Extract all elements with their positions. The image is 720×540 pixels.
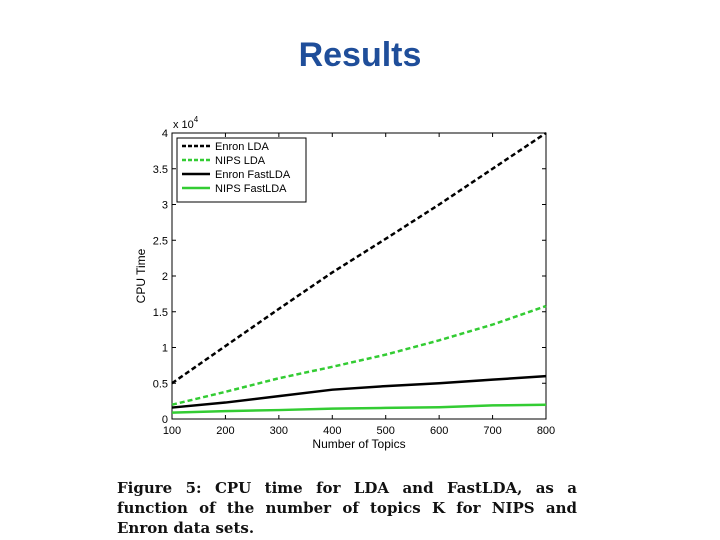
x-tick-label: 400: [323, 425, 341, 437]
y-tick-label: 4: [162, 128, 168, 140]
x-tick-label: 300: [270, 425, 288, 437]
series-line-enron-fastlda: [171, 374, 547, 409]
x-axis-label: Number of Topics: [312, 437, 405, 451]
x-tick-label: 500: [377, 425, 395, 437]
x-tick-label: 200: [216, 425, 234, 437]
slide-title: Results: [298, 36, 422, 74]
legend-box: [176, 137, 307, 203]
legend-label: Enron FastLDA: [215, 169, 291, 181]
y-multiplier-label: x 104: [173, 115, 199, 131]
y-tick-label: 3.5: [153, 164, 168, 176]
y-tick-label: 1.5: [153, 307, 168, 319]
y-tick-label: 3: [162, 200, 168, 212]
legend-label: NIPS LDA: [215, 155, 266, 167]
legend-label: NIPS FastLDA: [215, 183, 287, 195]
y-tick-label: 0: [162, 414, 168, 426]
y-multiplier-base: x 10: [173, 119, 194, 131]
series-line-nips-lda: [171, 304, 547, 406]
y-tick-label: 2.5: [153, 235, 168, 247]
y-multiplier-exponent: 4: [194, 115, 199, 124]
y-axis-label: CPU Time: [134, 248, 148, 303]
x-tick-label: 100: [163, 425, 181, 437]
cpu-time-chart: 100 200 300 400 500 600 700 800 0 0.5 1 1.5 2 2.5 3 3.5…: [134, 115, 555, 451]
x-tick-label: 800: [537, 425, 555, 437]
y-tick-label: 2: [162, 271, 168, 283]
x-tick-label: 700: [483, 425, 501, 437]
series-line-enron-lda: [171, 131, 547, 385]
y-tick-label: 1: [162, 343, 168, 355]
y-tick-label: 0.5: [153, 378, 168, 390]
legend-label: Enron LDA: [215, 141, 269, 153]
x-tick-label: 600: [430, 425, 448, 437]
series-line-nips-fastlda: [171, 403, 547, 414]
figure-caption: Figure 5: CPU time for LDA and FastLDA, …: [117, 479, 577, 537]
